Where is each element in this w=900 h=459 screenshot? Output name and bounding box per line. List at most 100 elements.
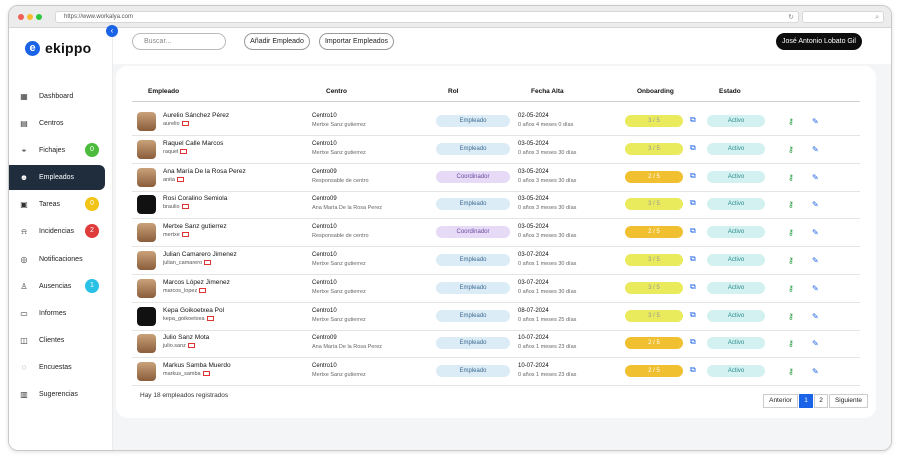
onboarding-progress[interactable]: 3 / 5: [625, 198, 683, 211]
sidebar-item-empleados[interactable]: ☻ Empleados: [9, 165, 105, 190]
copy-icon[interactable]: ⧉: [690, 281, 696, 291]
table-row[interactable]: Mertxe Sanz gutierrez mertxe Centro10 Respo…: [132, 219, 860, 248]
employee-name[interactable]: Julio Sanz Mota: [163, 334, 210, 342]
col-header-centro[interactable]: Centro: [326, 88, 347, 95]
search-input[interactable]: Buscar...: [132, 33, 226, 50]
seniority: 0 años 3 meses 30 días: [518, 233, 577, 240]
onboarding-progress[interactable]: 3 / 5: [625, 142, 683, 155]
employee-name[interactable]: Markus Samba Muerdo: [163, 362, 231, 370]
sidebar-item-encuestas[interactable]: ◌ Encuestas: [9, 355, 105, 380]
id-card-icon: [181, 121, 189, 127]
sidebar-item-tareas[interactable]: ▣ Tareas 0: [9, 192, 105, 217]
key-icon[interactable]: ⚷: [788, 228, 794, 238]
col-header-rol[interactable]: Rol: [448, 88, 459, 95]
employee-name[interactable]: Julian Camarero Jimenez: [163, 251, 237, 258]
seniority: 0 años 1 meses 30 días: [518, 261, 577, 267]
address-bar[interactable]: https://www.workalya.com ↻: [55, 11, 799, 23]
employee-name[interactable]: Aurelio Sánchez Pérez: [163, 112, 230, 119]
copy-icon[interactable]: ⧉: [690, 226, 696, 236]
employee-name[interactable]: Marcos López Jimenez: [163, 278, 230, 286]
col-header-empleado[interactable]: Empleado: [148, 88, 180, 95]
edit-icon[interactable]: ✎: [812, 228, 819, 238]
sidebar-item-informes[interactable]: ▭ Informes: [9, 301, 105, 326]
key-icon[interactable]: ⚷: [788, 172, 794, 182]
onboarding-progress[interactable]: 2 / 5: [625, 337, 683, 350]
import-employees-button[interactable]: Importar Empleados: [319, 33, 394, 50]
key-icon[interactable]: ⚷: [788, 117, 794, 126]
maximize-window-button[interactable]: [36, 14, 42, 20]
copy-icon[interactable]: ⧉: [690, 254, 696, 263]
edit-icon[interactable]: ✎: [812, 117, 819, 126]
pagination-next[interactable]: Siguiente: [829, 394, 868, 408]
sidebar-item-fichajes[interactable]: ⌖ Fichajes 0: [9, 138, 105, 163]
onboarding-progress[interactable]: 3 / 5: [625, 281, 683, 294]
employee-name[interactable]: Mertxe Sanz gutierrez: [163, 223, 227, 231]
key-icon[interactable]: ⚷: [788, 339, 794, 349]
onboarding-progress[interactable]: 2 / 5: [625, 365, 683, 378]
col-header-onboarding[interactable]: Onboarding: [637, 88, 674, 95]
edit-icon[interactable]: ✎: [812, 172, 819, 182]
employee-username: markus_samba: [163, 371, 210, 377]
table-row[interactable]: Kepa Goikoetxea Pol kepa_goikoetxea Centro…: [132, 303, 860, 331]
close-window-button[interactable]: [18, 14, 24, 20]
table-row[interactable]: Rosi Coralino Semiola braulio Centro09 Ana …: [132, 191, 860, 220]
key-icon[interactable]: ⚷: [788, 283, 794, 293]
copy-icon[interactable]: ⧉: [690, 170, 696, 180]
key-icon[interactable]: ⚷: [788, 144, 794, 154]
edit-icon[interactable]: ✎: [812, 339, 819, 349]
key-icon[interactable]: ⚷: [788, 200, 794, 210]
copy-icon[interactable]: ⧉: [690, 115, 696, 124]
table-row[interactable]: Raquel Calle Marcos raquel Centro10 Mertxe …: [132, 136, 860, 164]
sidebar-item-notificaciones[interactable]: ◎ Notificaciones: [9, 247, 105, 272]
copy-icon[interactable]: ⧉: [690, 365, 696, 375]
col-header-fecha-alta[interactable]: Fecha Alta: [531, 88, 564, 95]
edit-icon[interactable]: ✎: [812, 367, 819, 377]
table-row[interactable]: Julian Camarero Jimenez julian_camarero Ce…: [132, 247, 860, 275]
status-badge: Activo: [707, 115, 765, 127]
app-logo[interactable]: e ekippo: [25, 40, 91, 56]
key-icon[interactable]: ⚷: [788, 367, 794, 377]
onboarding-progress[interactable]: 3 / 5: [625, 309, 683, 322]
sidebar-item-dashboard[interactable]: ▦ Dashboard: [9, 84, 105, 109]
table-row[interactable]: Marcos López Jimenez marcos_lopez Centro10…: [132, 275, 860, 303]
onboarding-progress[interactable]: 2 / 5: [625, 226, 683, 239]
table-row[interactable]: Aurelio Sánchez Pérez aurelio Centro10 Mert…: [132, 108, 860, 136]
sidebar-item-sugerencias[interactable]: ▥ Sugerencias: [9, 382, 105, 407]
copy-icon[interactable]: ⧉: [690, 337, 696, 347]
sidebar-item-clientes[interactable]: ◫ Clientes: [9, 328, 105, 353]
col-header-estado[interactable]: Estado: [719, 88, 741, 95]
sidebar-item-ausencias[interactable]: ♙ Ausencias 1: [9, 274, 105, 299]
copy-icon[interactable]: ⧉: [690, 198, 696, 208]
edit-icon[interactable]: ✎: [812, 200, 819, 210]
employee-name[interactable]: Rosi Coralino Semiola: [163, 195, 228, 203]
edit-icon[interactable]: ✎: [812, 144, 819, 154]
pagination-page-1[interactable]: 1: [799, 394, 813, 408]
onboarding-progress[interactable]: 2 / 5: [625, 170, 683, 183]
employee-name[interactable]: Raquel Calle Marcos: [163, 139, 224, 147]
collapse-sidebar-button[interactable]: ‹: [106, 25, 118, 37]
sidebar-item-incidencias[interactable]: ⍾ Incidencias 2: [9, 219, 105, 244]
onboarding-progress[interactable]: 3 / 5: [625, 254, 683, 266]
edit-icon[interactable]: ✎: [812, 256, 819, 265]
edit-icon[interactable]: ✎: [812, 311, 819, 321]
onboarding-progress[interactable]: 3 / 5: [625, 115, 683, 127]
table-row[interactable]: Markus Samba Muerdo markus_samba Centro10 M…: [132, 358, 860, 387]
copy-icon[interactable]: ⧉: [690, 309, 696, 319]
employee-name[interactable]: Ana María De la Rosa Perez: [163, 167, 246, 175]
pagination-page-2[interactable]: 2: [814, 394, 828, 408]
minimize-window-button[interactable]: [27, 14, 33, 20]
employee-name[interactable]: Kepa Goikoetxea Pol: [163, 306, 225, 314]
copy-icon[interactable]: ⧉: [690, 142, 696, 152]
sidebar-item-centros[interactable]: ▤ Centros: [9, 111, 105, 136]
browser-search-field[interactable]: ⌕: [802, 11, 884, 23]
add-employee-button[interactable]: Añadir Empleado: [244, 33, 310, 50]
centro-name: Centro10: [312, 363, 337, 370]
edit-icon[interactable]: ✎: [812, 283, 819, 293]
pagination-prev[interactable]: Anterior: [763, 394, 798, 408]
user-menu-button[interactable]: José Antonio Lobato Gil: [776, 33, 862, 50]
reload-icon[interactable]: ↻: [788, 14, 794, 21]
table-row[interactable]: Julio Sanz Mota julio.sanz Centro09 Ana Mar…: [132, 330, 860, 359]
key-icon[interactable]: ⚷: [788, 311, 794, 321]
key-icon[interactable]: ⚷: [788, 256, 794, 265]
table-row[interactable]: Ana María De la Rosa Perez anita Centro09 R…: [132, 164, 860, 192]
